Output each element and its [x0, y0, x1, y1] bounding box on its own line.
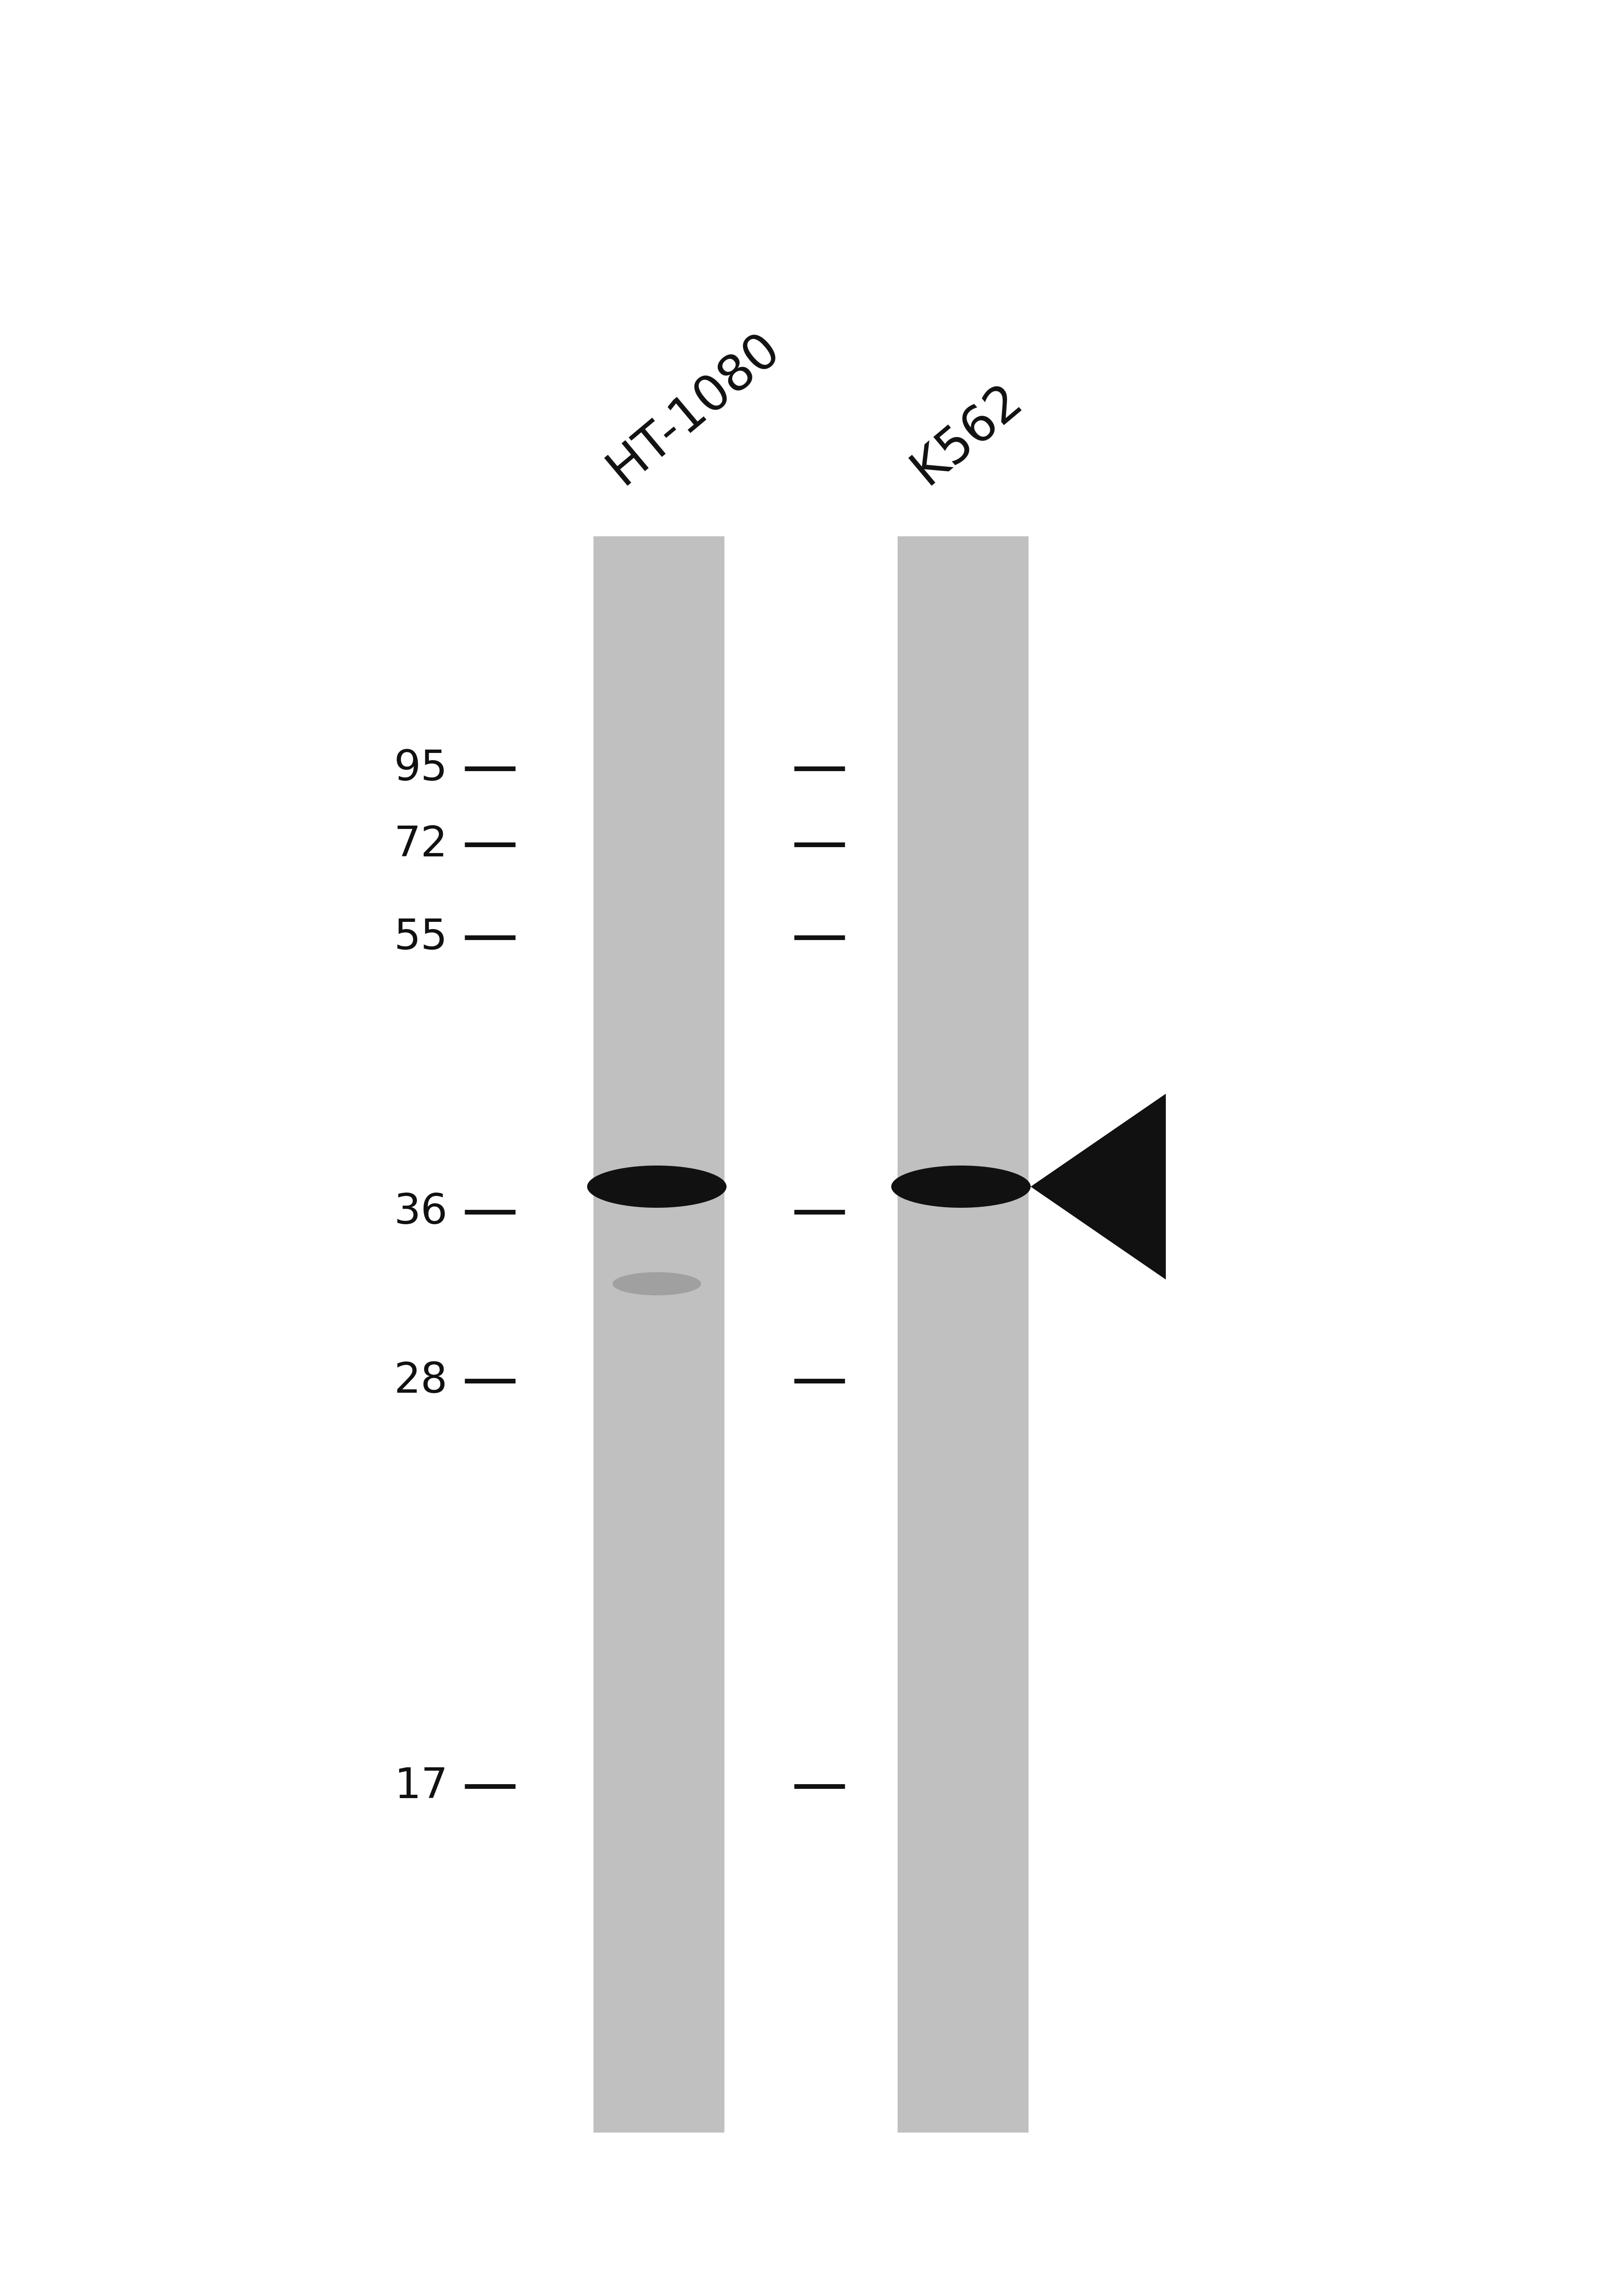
Ellipse shape [890, 1166, 1030, 1208]
Text: 72: 72 [394, 824, 448, 866]
Text: K562: K562 [902, 374, 1032, 494]
Text: 17: 17 [394, 1766, 448, 1807]
Text: HT-1080: HT-1080 [599, 324, 788, 494]
Text: 55: 55 [394, 916, 448, 957]
Text: 95: 95 [394, 748, 448, 790]
Polygon shape [1030, 1093, 1166, 1279]
Ellipse shape [587, 1166, 727, 1208]
Bar [594, 537, 725, 2133]
Text: 28: 28 [394, 1362, 448, 1401]
Ellipse shape [613, 1272, 701, 1295]
Bar [897, 537, 1028, 2133]
Text: 36: 36 [394, 1192, 448, 1233]
